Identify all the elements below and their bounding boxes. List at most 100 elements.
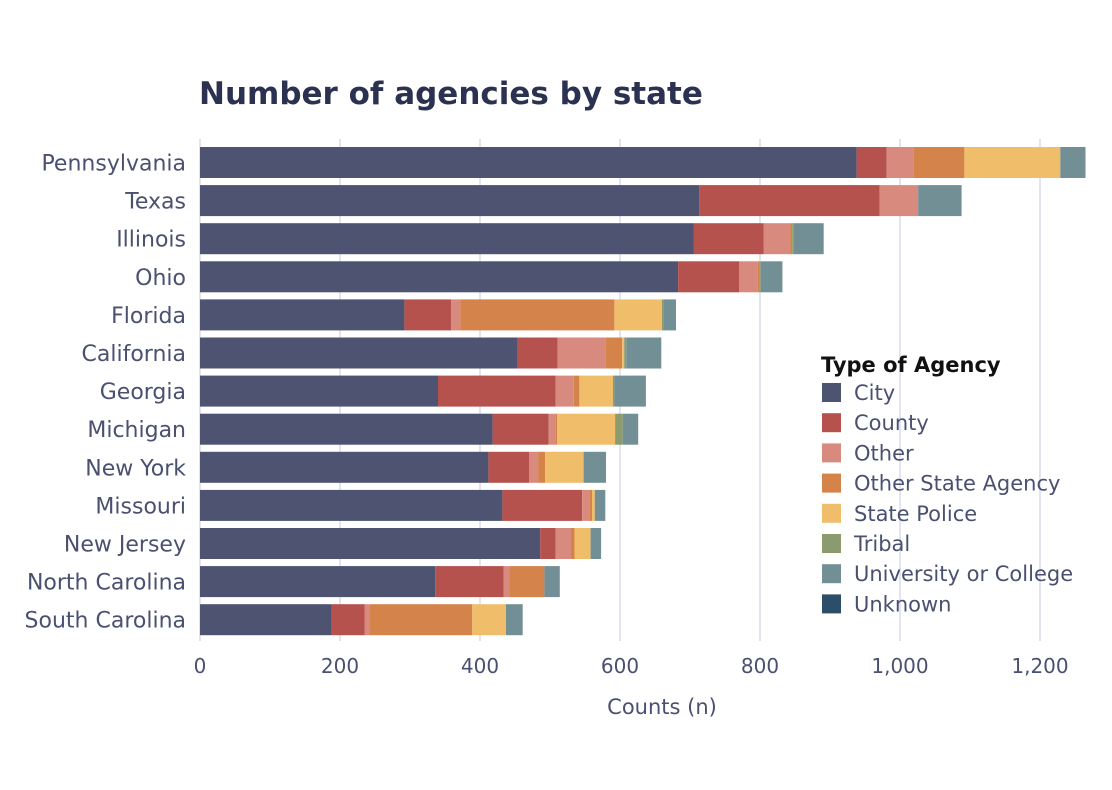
x-tick-label: 800: [741, 654, 779, 678]
category-label: New York: [85, 456, 186, 481]
category-label: Michigan: [87, 418, 186, 443]
legend: Type of Agency City County Other Other Stat…: [821, 353, 1073, 616]
bar-segment: [557, 337, 606, 369]
bar-segment: [571, 528, 575, 559]
bar-segment: [1060, 147, 1086, 178]
x-tick-label: 400: [461, 654, 499, 678]
chart-title: Number of agencies by state: [199, 76, 703, 112]
legend-label: Other State Agency: [854, 472, 1060, 496]
bar-segment: [557, 413, 616, 445]
legend-swatch: [822, 443, 841, 463]
bar-segment: [614, 299, 662, 331]
bar-segment: [662, 299, 664, 331]
legend-label: Unknown: [854, 592, 951, 616]
legend-label: State Police: [854, 502, 977, 526]
bar-segment: [492, 413, 549, 445]
bar-segment: [790, 223, 793, 255]
category-label: Missouri: [95, 494, 186, 519]
bar-segment: [913, 147, 965, 178]
x-tick-label: 0: [194, 654, 207, 678]
bar-segment: [200, 451, 489, 483]
bar-segment: [200, 375, 438, 407]
bar-segment: [488, 451, 529, 483]
category-label: Georgia: [100, 380, 186, 405]
bar-segment: [678, 261, 739, 293]
bar-segment: [364, 604, 370, 636]
bar-segment: [548, 413, 556, 445]
bar-segment: [200, 413, 493, 445]
legend-label: University or College: [854, 562, 1073, 586]
legend-swatch: [822, 503, 841, 523]
legend-swatch: [822, 534, 841, 553]
x-tick-labels: 0 200 400 600 800 1,000 1,200: [194, 654, 1069, 678]
legend-label: Tribal: [853, 532, 910, 556]
bar-segment: [472, 604, 506, 636]
x-axis-title: Counts (n): [607, 695, 717, 719]
bar-segment: [626, 337, 662, 369]
bar-segment: [517, 337, 558, 369]
bar-segment: [451, 299, 461, 331]
bar-segment: [693, 223, 764, 255]
category-labels: Pennsylvania Texas Illinois Ohio Florida Cali…: [25, 152, 187, 634]
legend-swatch: [822, 383, 841, 402]
legend-swatch: [822, 564, 841, 584]
category-label: California: [82, 342, 186, 367]
bar-segment: [622, 413, 639, 445]
bar-segment: [200, 528, 541, 559]
category-label: Illinois: [116, 228, 186, 253]
bar-segment: [545, 451, 584, 483]
bar-segment: [613, 375, 615, 407]
bar-segment: [624, 337, 627, 369]
bar-segment: [200, 299, 405, 331]
bar-segment: [544, 566, 560, 598]
bar-segment: [503, 566, 510, 598]
bar-segment: [574, 528, 591, 559]
legend-title: Type of Agency: [821, 353, 1001, 377]
category-label: Florida: [111, 304, 186, 329]
bar-segment: [505, 604, 523, 636]
bar-segment: [793, 223, 824, 255]
bar-segment: [699, 185, 880, 217]
legend-swatch: [822, 413, 841, 433]
bar-segment: [582, 489, 590, 521]
bar-segment: [590, 528, 602, 559]
bar-segment: [331, 604, 365, 636]
bar-segment: [594, 489, 606, 521]
category-label: Pennsylvania: [41, 152, 186, 177]
bar-segment: [369, 604, 473, 636]
legend-label: County: [854, 411, 929, 435]
category-label: Ohio: [135, 266, 186, 291]
legend-swatch: [822, 473, 841, 493]
legend-swatch: [822, 594, 841, 614]
bar-segment: [663, 299, 676, 331]
x-tick-label: 1,000: [871, 654, 928, 678]
bar-segment: [879, 185, 919, 217]
bar-segment: [579, 375, 613, 407]
bar-segment: [615, 413, 623, 445]
bar-segment: [540, 528, 556, 559]
bar-segment: [555, 413, 557, 445]
bar-segment: [605, 337, 623, 369]
bar-segment: [759, 261, 761, 293]
bar-segment: [622, 337, 625, 369]
category-label: Texas: [124, 190, 186, 215]
bar-segment: [200, 261, 679, 293]
bar-segment: [792, 223, 794, 255]
bar-segment: [918, 185, 962, 217]
bar-segment: [592, 489, 595, 521]
bar-segment: [573, 375, 580, 407]
bar-segment: [555, 528, 571, 559]
bar-segment: [538, 451, 546, 483]
x-tick-label: 200: [321, 654, 359, 678]
x-tick-label: 1,200: [1011, 654, 1068, 678]
bar-segment: [856, 147, 887, 178]
bar-segment: [200, 147, 857, 178]
bar-segment: [886, 147, 914, 178]
legend-label: Other: [854, 441, 914, 465]
bar-segment: [200, 337, 518, 369]
bar-segment: [589, 489, 592, 521]
bar-segment: [200, 566, 436, 598]
x-tick-label: 600: [601, 654, 639, 678]
bar-segment: [555, 375, 574, 407]
